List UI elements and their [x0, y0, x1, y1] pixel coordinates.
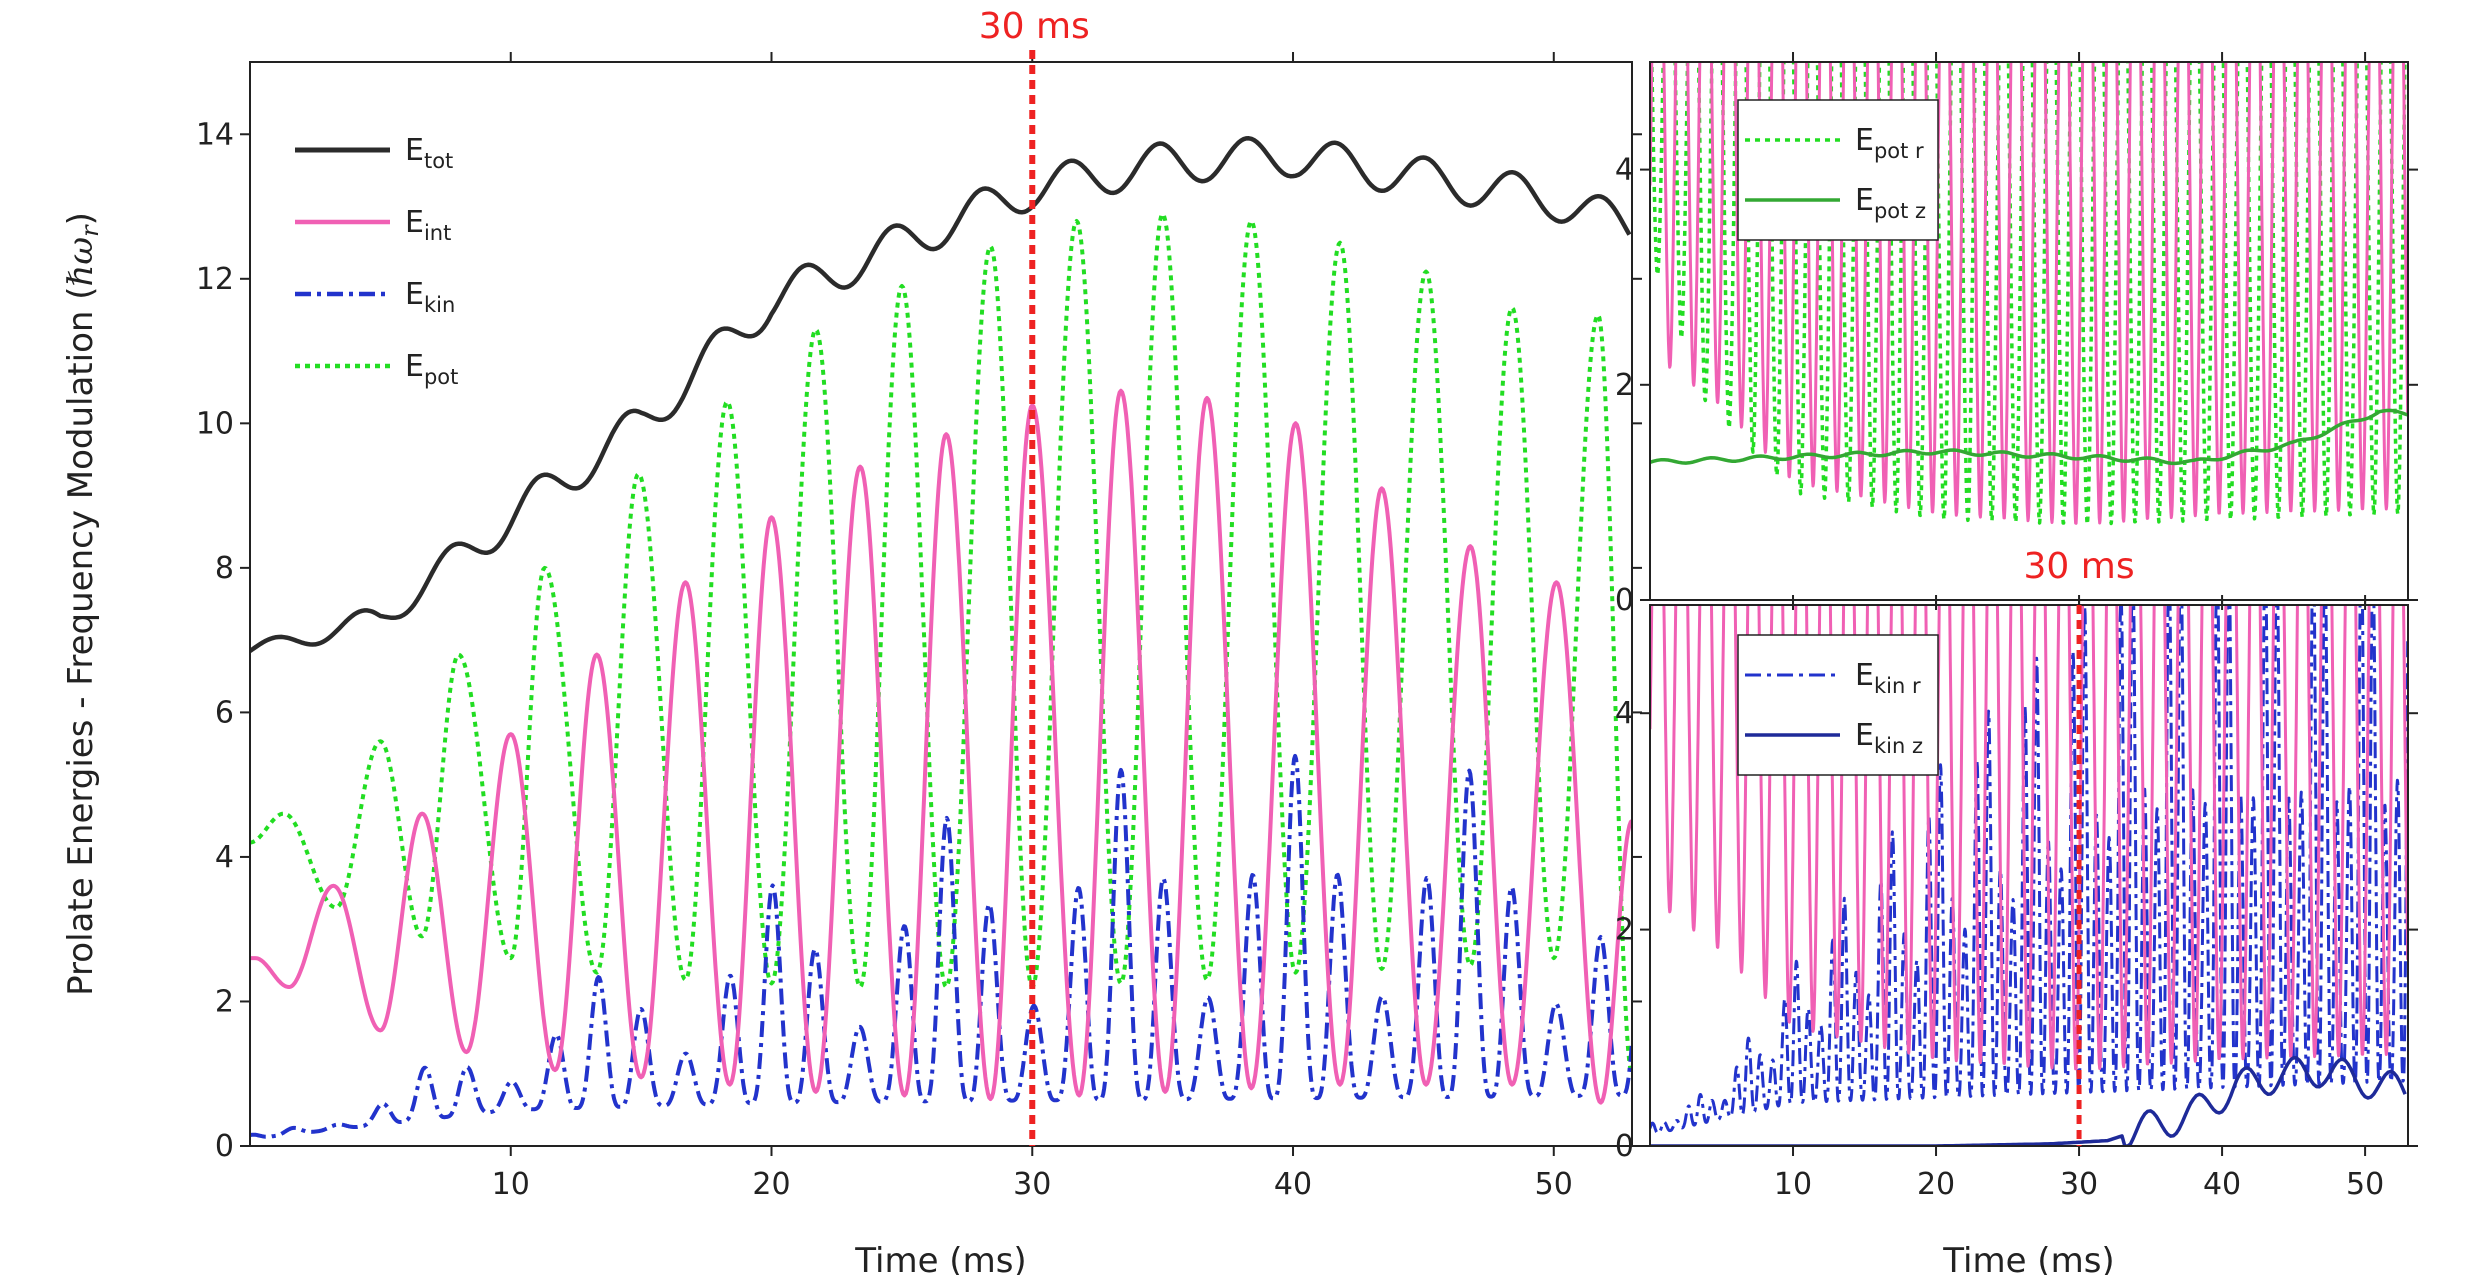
- bottom-kin-z-legend-label: Ekin z: [1855, 718, 1923, 758]
- main-x-tick-label: 40: [1274, 1167, 1312, 1202]
- main-y-tick-label: 8: [215, 551, 234, 586]
- top_right-y-tick-label: 0: [1615, 583, 1634, 618]
- bottom-kin-r-legend-label: Ekin r: [1855, 658, 1921, 698]
- top-series-pot-z: [1651, 408, 2407, 466]
- main-y-tick-label: 10: [196, 406, 234, 441]
- top_right-y-tick-label: 4: [1615, 153, 1634, 188]
- main-kin-legend-sub: kin: [424, 293, 455, 317]
- bottom-kin-r-legend-name: E: [1855, 658, 1874, 693]
- main-y-tick-label: 2: [215, 984, 234, 1019]
- top-pot-z-legend-label: Epot z: [1855, 183, 1926, 223]
- main-marker-label: 30 ms: [979, 6, 1090, 47]
- top-series-pot-r: [1651, 63, 2407, 527]
- top-pot-z-legend-name: E: [1855, 183, 1874, 218]
- main-series-tot: [251, 136, 1631, 653]
- bottom-series-kin-z: [1651, 1055, 2407, 1145]
- main-pot-legend-label: Epot: [405, 349, 458, 389]
- main-int-legend-name: E: [405, 205, 424, 240]
- main-y-axis-label-math-sub: r: [76, 224, 104, 237]
- main-x-tick-label: 10: [492, 1167, 530, 1202]
- main-y-tick-label: 12: [196, 262, 234, 297]
- bottom_right-x-tick-label: 50: [2346, 1167, 2384, 1202]
- main-y-tick-label: 14: [196, 117, 234, 152]
- main-x-tick-label: 30: [1013, 1167, 1051, 1202]
- top_right-plot-frame: [1649, 61, 2409, 601]
- bottom_right-y-tick-label: 4: [1615, 696, 1634, 731]
- main-tot-legend-sub: tot: [424, 149, 453, 173]
- main-x-tick-label: 50: [1535, 1167, 1573, 1202]
- main-x-axis-label: Time (ms): [854, 1241, 1026, 1275]
- main-pot-legend-sub: pot: [424, 365, 458, 389]
- bottom-series-int: [1651, 606, 2407, 1071]
- main-y-tick-label: 4: [215, 840, 234, 875]
- main-tot-legend-name: E: [405, 133, 424, 168]
- bottom-kin-z-legend-name: E: [1855, 718, 1874, 753]
- main-kin-legend-name: E: [405, 277, 424, 312]
- top-series-int: [1651, 63, 2407, 525]
- top-pot-r-legend-name: E: [1855, 123, 1874, 158]
- main-series-kin: [251, 753, 1631, 1139]
- main-plot-frame: [249, 61, 1633, 1147]
- bottom_right-y-tick-label: 0: [1615, 1129, 1634, 1164]
- main-y-axis-label: Prolate Energies - Frequency Modulation …: [61, 212, 104, 996]
- main-y-axis-label-text: Prolate Energies - Frequency Modulation …: [61, 287, 101, 996]
- main-int-legend-label: Eint: [405, 205, 451, 245]
- bottom-marker-label: 30 ms: [2024, 546, 2135, 587]
- main-tot-legend-label: Etot: [405, 133, 453, 173]
- bottom-kin-r-legend-sub: kin r: [1874, 674, 1921, 698]
- bottom_right-x-tick-label: 10: [1774, 1167, 1812, 1202]
- bottom-series-kin-r: [1651, 606, 2407, 1135]
- top-pot-z-legend-sub: pot z: [1874, 199, 1926, 223]
- top-pot-r-legend-label: Epot r: [1855, 123, 1924, 163]
- bottom_right-plot-frame: [1649, 604, 2409, 1147]
- bottom-legend-box: [1737, 634, 1939, 776]
- main-x-tick-label: 20: [752, 1167, 790, 1202]
- main-int-legend-sub: int: [424, 221, 451, 245]
- bottom_right-x-tick-label: 40: [2203, 1167, 2241, 1202]
- bottom-x-axis-label: Time (ms): [1942, 1241, 2114, 1275]
- main-kin-legend-label: Ekin: [405, 277, 455, 317]
- top-pot-r-legend-sub: pot r: [1874, 139, 1924, 163]
- main-series-pot: [251, 211, 1631, 1075]
- bottom_right-x-tick-label: 30: [2060, 1167, 2098, 1202]
- main-y-axis-label-close: ): [61, 212, 101, 225]
- main-y-tick-label: 6: [215, 695, 234, 730]
- bottom_right-y-tick-label: 2: [1615, 913, 1634, 948]
- bottom_right-x-tick-label: 20: [1917, 1167, 1955, 1202]
- top-legend-box: [1737, 99, 1939, 241]
- main-y-axis-label-math: ℏω: [61, 237, 101, 287]
- top_right-y-tick-label: 2: [1615, 368, 1634, 403]
- main-y-tick-label: 0: [215, 1129, 234, 1164]
- bottom-kin-z-legend-sub: kin z: [1874, 734, 1923, 758]
- main-pot-legend-name: E: [405, 349, 424, 384]
- main-series-int: [251, 388, 1631, 1105]
